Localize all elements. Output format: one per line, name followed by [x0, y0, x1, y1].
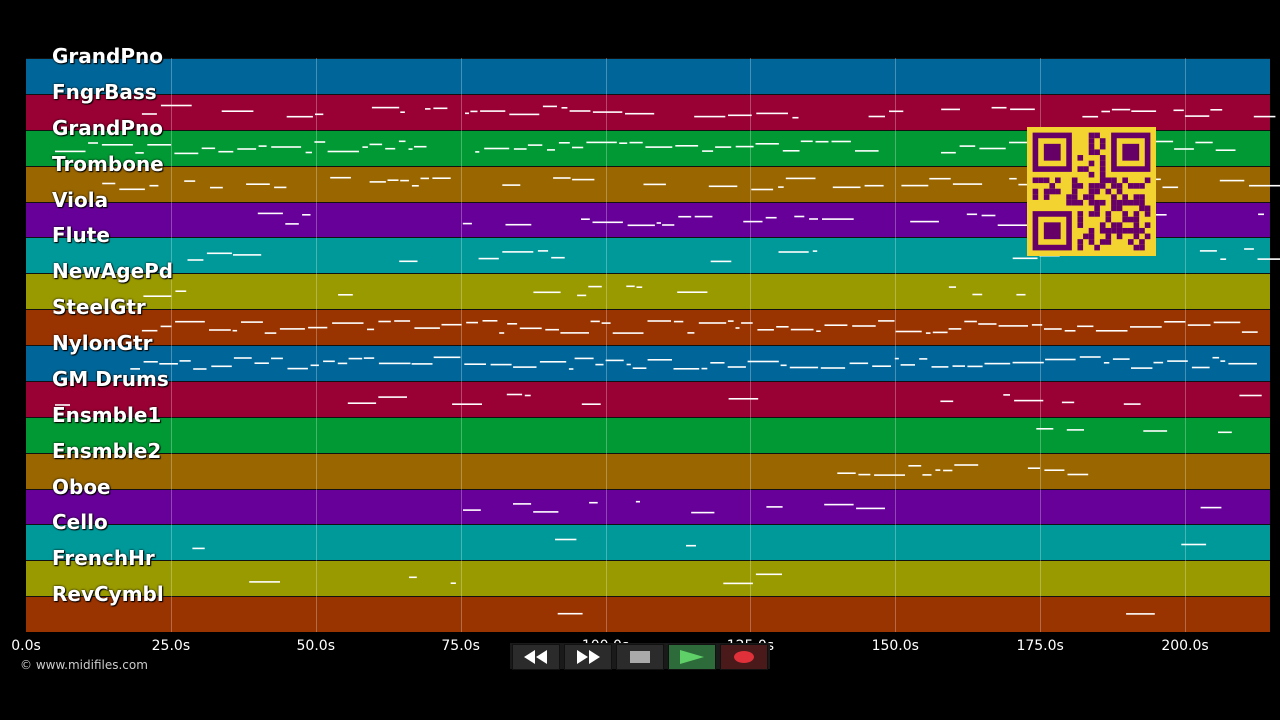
track-lane[interactable]	[26, 416, 1270, 453]
track-label: FngrBass	[52, 79, 157, 104]
track-label: SteelGtr	[52, 295, 146, 320]
track-lane[interactable]	[26, 309, 1270, 345]
track-label: GrandPno	[52, 44, 163, 68]
rewind-button[interactable]	[512, 644, 560, 670]
time-tick-label: 75.0s	[441, 638, 480, 654]
track-label: Oboe	[52, 474, 111, 499]
stop-button[interactable]	[616, 644, 664, 670]
qr-code	[1027, 127, 1156, 256]
rewind-icon	[524, 650, 547, 664]
track-lane[interactable]	[26, 596, 1270, 632]
track-label: NewAgePd	[52, 259, 174, 284]
stop-icon	[630, 651, 650, 663]
transport-bar	[510, 643, 770, 670]
track-label: FrenchHr	[52, 546, 155, 571]
track-lane[interactable]	[26, 345, 1270, 381]
track-lane[interactable]	[26, 488, 1270, 525]
track-lane[interactable]	[26, 93, 1270, 130]
play-icon	[680, 650, 704, 664]
track-lane[interactable]	[26, 452, 1270, 489]
fast-forward-button[interactable]	[564, 644, 612, 670]
time-tick-label: 50.0s	[296, 638, 335, 654]
track-label: Trombone	[52, 151, 164, 176]
gridline	[315, 58, 317, 632]
play-button[interactable]	[668, 644, 716, 670]
track-label: Ensmble1	[52, 402, 162, 427]
track-label: Viola	[52, 187, 109, 212]
time-tick-label: 200.0s	[1161, 638, 1209, 654]
record-icon	[734, 651, 754, 663]
track-label: Flute	[52, 223, 110, 248]
track-label: GrandPno	[52, 115, 163, 140]
fast-forward-icon	[577, 650, 600, 664]
track-lane[interactable]	[26, 273, 1270, 310]
gridline	[750, 58, 752, 632]
time-tick-label: 25.0s	[151, 638, 191, 654]
qr-code-image	[1032, 132, 1151, 251]
track-label: NylonGtr	[52, 331, 153, 355]
track-label: Ensmble2	[52, 438, 162, 463]
track-lane[interactable]	[26, 560, 1270, 597]
track-label: RevCymbl	[52, 582, 164, 607]
gridline	[1185, 58, 1186, 632]
gridline	[1040, 58, 1042, 632]
time-tick-label: 0.0s	[11, 638, 41, 654]
track-label: Cello	[52, 510, 108, 535]
track-lane[interactable]	[26, 380, 1270, 417]
gridline	[170, 58, 172, 632]
gridline	[895, 58, 897, 632]
track-label: GM Drums	[52, 366, 169, 391]
time-tick-label: 175.0s	[1016, 638, 1064, 654]
time-tick-label: 150.0s	[871, 638, 919, 654]
copyright-text: © www.midifiles.com	[20, 658, 148, 672]
track-lane[interactable]	[26, 524, 1270, 561]
gridline	[460, 58, 462, 632]
gridline	[605, 58, 607, 632]
track-lane[interactable]	[26, 58, 1270, 94]
record-button[interactable]	[720, 644, 768, 670]
